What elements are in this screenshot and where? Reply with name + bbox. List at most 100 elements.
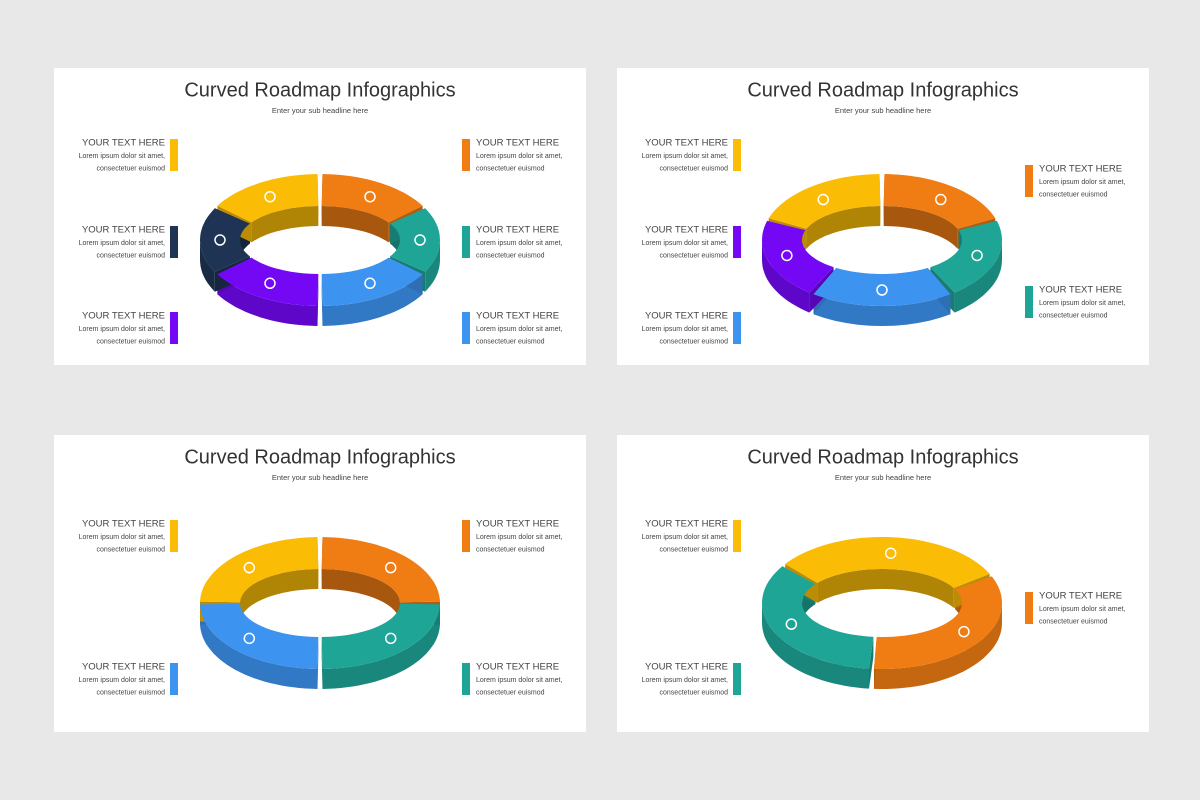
- item-text: Lorem ipsum dolor sit amet,: [642, 677, 728, 684]
- item-color-bar: [170, 139, 178, 171]
- item-color-bar: [733, 139, 741, 171]
- item-text: Lorem ipsum dolor sit amet,: [1039, 300, 1125, 307]
- item-text: Lorem ipsum dolor sit amet,: [1039, 179, 1125, 186]
- item-text: Lorem ipsum dolor sit amet,: [476, 153, 562, 160]
- segment-icon: [364, 190, 376, 203]
- item-color-bar: [733, 226, 741, 258]
- item-color-bar: [462, 139, 470, 171]
- item-heading: YOUR TEXT HERE: [645, 519, 728, 530]
- item-text: Lorem ipsum dolor sit amet,: [642, 326, 728, 333]
- segment-icon: [264, 277, 276, 290]
- item-text: consectetuer euismod: [1039, 312, 1108, 319]
- item-heading: YOUR TEXT HERE: [82, 225, 165, 236]
- ring-inner-wall: [806, 206, 881, 249]
- segment-icon: [384, 632, 397, 645]
- item-text: Lorem ipsum dolor sit amet,: [642, 534, 728, 541]
- segment-icon: [781, 249, 793, 262]
- item-text: consectetuer euismod: [97, 252, 166, 259]
- ring-end-cap: [317, 637, 319, 689]
- item-heading: YOUR TEXT HERE: [82, 662, 165, 673]
- ring-outer-wall: [874, 603, 1002, 689]
- item-text: consectetuer euismod: [97, 546, 166, 553]
- slide-title: Curved Roadmap Infographics: [184, 79, 455, 101]
- item-color-bar: [170, 226, 178, 258]
- slide-title: Curved Roadmap Infographics: [184, 446, 455, 468]
- segment-icon: [414, 234, 426, 246]
- ring-end-cap: [321, 637, 323, 689]
- item-text: consectetuer euismod: [1039, 191, 1108, 198]
- item-color-bar: [170, 520, 178, 552]
- item-text: Lorem ipsum dolor sit amet,: [476, 326, 562, 333]
- slide-subtitle: Enter your sub headline here: [272, 473, 368, 482]
- item-heading: YOUR TEXT HERE: [476, 519, 559, 530]
- slide-card: [54, 68, 586, 365]
- ring-segment: [930, 220, 1002, 293]
- item-color-bar: [733, 663, 741, 695]
- ring-segment: [785, 537, 990, 588]
- item-text: consectetuer euismod: [1039, 618, 1108, 625]
- item-text: consectetuer euismod: [660, 546, 729, 553]
- item-color-bar: [733, 520, 741, 552]
- segment-icon: [785, 618, 798, 630]
- ring-segment: [762, 220, 834, 293]
- slide-card: [54, 435, 586, 732]
- item-text: consectetuer euismod: [97, 338, 166, 345]
- ring-outer-wall: [200, 240, 215, 292]
- segment-icon: [817, 193, 829, 206]
- slide-title: Curved Roadmap Infographics: [747, 79, 1018, 101]
- ring-outer-wall: [762, 240, 810, 313]
- slide: Curved Roadmap Infographics Enter your su…: [54, 68, 586, 365]
- item-heading: YOUR TEXT HERE: [82, 138, 165, 149]
- item-text: consectetuer euismod: [476, 252, 545, 259]
- item-heading: YOUR TEXT HERE: [645, 225, 728, 236]
- item-color-bar: [462, 663, 470, 695]
- item-text: Lorem ipsum dolor sit amet,: [642, 240, 728, 247]
- segment-icon: [876, 284, 888, 296]
- slide: Curved Roadmap Infographics Enter your su…: [617, 68, 1149, 365]
- item-text: consectetuer euismod: [476, 165, 545, 172]
- ring-outer-wall: [200, 604, 318, 689]
- segment-icon: [364, 277, 376, 290]
- item-heading: YOUR TEXT HERE: [82, 311, 165, 322]
- item-text: Lorem ipsum dolor sit amet,: [476, 534, 562, 541]
- item-text: consectetuer euismod: [660, 252, 729, 259]
- ring-end-cap: [321, 274, 323, 326]
- item-heading: YOUR TEXT HERE: [645, 662, 728, 673]
- ring-inner-wall: [883, 206, 958, 249]
- slide-subtitle: Enter your sub headline here: [835, 106, 931, 115]
- slide: Curved Roadmap Infographics Enter your su…: [617, 435, 1149, 732]
- item-text: consectetuer euismod: [476, 689, 545, 696]
- ring-outer-wall: [217, 274, 318, 326]
- item-heading: YOUR TEXT HERE: [1039, 591, 1122, 602]
- ring-segment: [768, 174, 881, 229]
- slide: Curved Roadmap Infographics Enter your su…: [54, 435, 586, 732]
- ring-outer-wall: [322, 604, 440, 689]
- ring-segment: [321, 537, 440, 603]
- item-heading: YOUR TEXT HERE: [476, 225, 559, 236]
- segment-icon: [243, 632, 256, 645]
- segment-icon: [971, 249, 983, 262]
- item-heading: YOUR TEXT HERE: [1039, 285, 1122, 296]
- item-heading: YOUR TEXT HERE: [82, 519, 165, 530]
- ring-segment: [200, 537, 319, 603]
- ring-outer-wall: [813, 294, 951, 326]
- segment-icon: [243, 561, 256, 574]
- slide-subtitle: Enter your sub headline here: [272, 106, 368, 115]
- item-color-bar: [1025, 165, 1033, 197]
- item-color-bar: [170, 312, 178, 344]
- ring-segment: [883, 174, 996, 229]
- item-text: Lorem ipsum dolor sit amet,: [79, 534, 165, 541]
- slide-title: Curved Roadmap Infographics: [747, 446, 1018, 468]
- item-color-bar: [733, 312, 741, 344]
- item-heading: YOUR TEXT HERE: [476, 662, 559, 673]
- item-text: consectetuer euismod: [660, 689, 729, 696]
- item-text: Lorem ipsum dolor sit amet,: [476, 677, 562, 684]
- ring-segment: [874, 576, 1002, 669]
- ring-inner-wall: [321, 569, 400, 623]
- item-heading: YOUR TEXT HERE: [645, 311, 728, 322]
- slide-subtitle: Enter your sub headline here: [835, 473, 931, 482]
- segment-icon: [214, 234, 226, 246]
- ring-segment: [813, 267, 951, 306]
